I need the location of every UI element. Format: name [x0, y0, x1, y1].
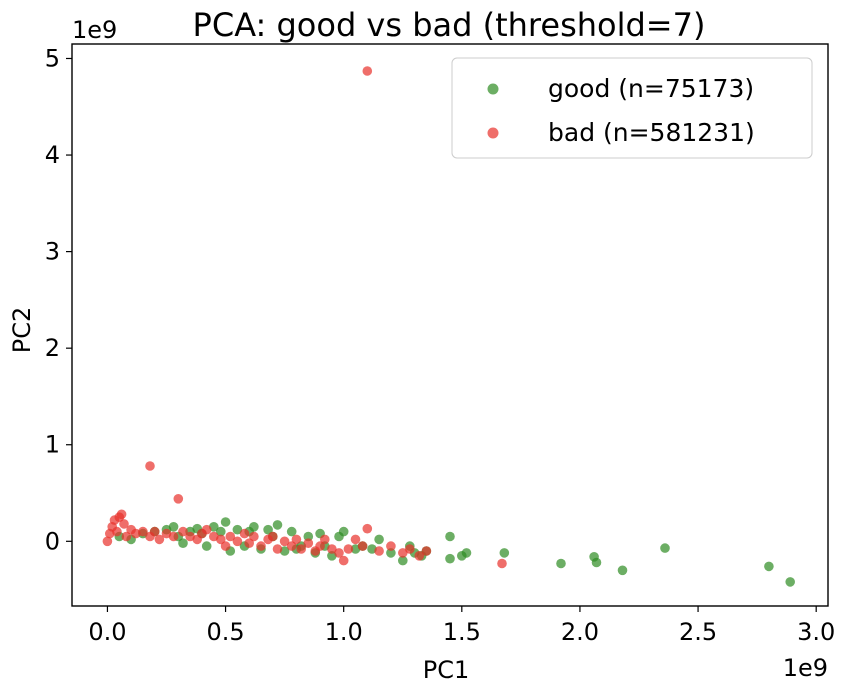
- bad-point: [291, 534, 302, 545]
- y-offset-label: 1e9: [72, 16, 117, 44]
- bad-point: [225, 531, 236, 542]
- good-point: [303, 531, 314, 542]
- good-point: [617, 565, 628, 576]
- bad-point: [201, 524, 212, 535]
- bad-point: [286, 541, 297, 551]
- good-point: [386, 548, 396, 558]
- good-point: [201, 541, 212, 551]
- y-tick-label: 3: [45, 238, 60, 266]
- good-point: [660, 543, 670, 553]
- bad-point: [338, 555, 349, 566]
- bad-point: [232, 536, 243, 547]
- bad-point: [216, 534, 226, 545]
- legend-marker-bad: [487, 127, 499, 139]
- x-tick-label: 2.0: [561, 618, 599, 646]
- good-point: [445, 531, 455, 542]
- good-point: [398, 555, 408, 566]
- good-point: [499, 548, 510, 558]
- bad-point: [173, 494, 184, 504]
- bad-point: [239, 528, 250, 539]
- bad-point: [154, 534, 165, 545]
- bad-point: [334, 548, 344, 558]
- good-point: [445, 553, 455, 564]
- good-point: [168, 522, 179, 532]
- y-tick-label: 5: [45, 44, 60, 72]
- bad-point: [102, 536, 113, 547]
- x-offset-label: 1e9: [783, 654, 828, 682]
- bad-point: [343, 544, 354, 554]
- bad-point: [119, 519, 129, 529]
- y-tick-label: 0: [45, 527, 60, 555]
- bad-point: [296, 544, 307, 554]
- legend-frame: [451, 57, 813, 159]
- bad-point: [386, 541, 396, 551]
- x-tick-label: 3.0: [797, 618, 835, 646]
- good-point: [764, 561, 774, 572]
- good-point: [785, 577, 795, 587]
- y-tick-label: 4: [45, 141, 60, 169]
- good-point: [556, 558, 566, 569]
- good-point: [178, 538, 188, 548]
- plot-frame: [71, 43, 829, 607]
- bad-point: [249, 531, 259, 542]
- good-point: [286, 526, 297, 537]
- bad-point: [220, 541, 231, 551]
- good-point: [232, 524, 243, 535]
- y-axis-ticks: 0 1 2 3 4 5: [45, 44, 72, 555]
- good-point: [272, 520, 283, 530]
- x-tick-label: 1.5: [443, 618, 481, 646]
- legend-marker-good: [487, 83, 499, 95]
- bad-point: [178, 526, 188, 537]
- bad-point: [279, 536, 290, 547]
- good-point: [216, 526, 226, 537]
- bad-point: [116, 509, 127, 520]
- y-axis-label: PC2: [8, 307, 36, 354]
- bad-point: [350, 534, 361, 545]
- bad-point: [149, 526, 160, 537]
- good-point: [220, 517, 231, 527]
- bad-point: [303, 538, 314, 548]
- bad-point: [320, 534, 330, 545]
- y-tick-label: 1: [45, 431, 60, 459]
- legend-label-good: good (n=75173): [548, 74, 754, 103]
- bad-point: [362, 523, 373, 534]
- good-point: [338, 526, 349, 537]
- x-tick-label: 1.0: [325, 618, 363, 646]
- bad-point: [244, 538, 254, 548]
- bad-point: [121, 531, 132, 542]
- good-point: [249, 522, 259, 532]
- bad-point: [268, 531, 278, 542]
- points-layer: [102, 66, 795, 587]
- bad-point: [315, 541, 325, 551]
- bad-point: [327, 544, 337, 554]
- good-point: [263, 524, 273, 535]
- bad-point: [398, 548, 408, 558]
- bad-point: [497, 558, 507, 569]
- bad-point: [138, 526, 148, 537]
- x-axis-ticks: 0.0 0.5 1.0 1.5 2.0 2.5 3.0: [88, 606, 835, 646]
- bad-point: [357, 541, 368, 551]
- x-tick-label: 2.5: [679, 618, 717, 646]
- bad-point: [272, 544, 283, 554]
- bad-point: [112, 526, 122, 537]
- good-point: [591, 557, 602, 568]
- bad-point: [362, 66, 373, 76]
- bad-point: [374, 546, 384, 556]
- legend-label-bad: bad (n=581231): [548, 118, 755, 147]
- bad-point: [145, 461, 155, 471]
- y-tick-label: 2: [45, 334, 60, 362]
- bad-point: [256, 541, 266, 551]
- bad-point: [414, 551, 425, 561]
- legend: good (n=75173) bad (n=581231): [451, 57, 813, 159]
- bad-point: [421, 546, 432, 556]
- x-tick-label: 0.0: [88, 618, 126, 646]
- bad-point: [405, 544, 415, 554]
- x-tick-label: 0.5: [206, 618, 244, 646]
- good-point: [374, 534, 384, 545]
- bad-point: [168, 531, 179, 542]
- good-point: [461, 548, 472, 558]
- x-axis-label: PC1: [423, 656, 470, 684]
- chart-title: PCA: good vs bad (threshold=7): [193, 6, 706, 44]
